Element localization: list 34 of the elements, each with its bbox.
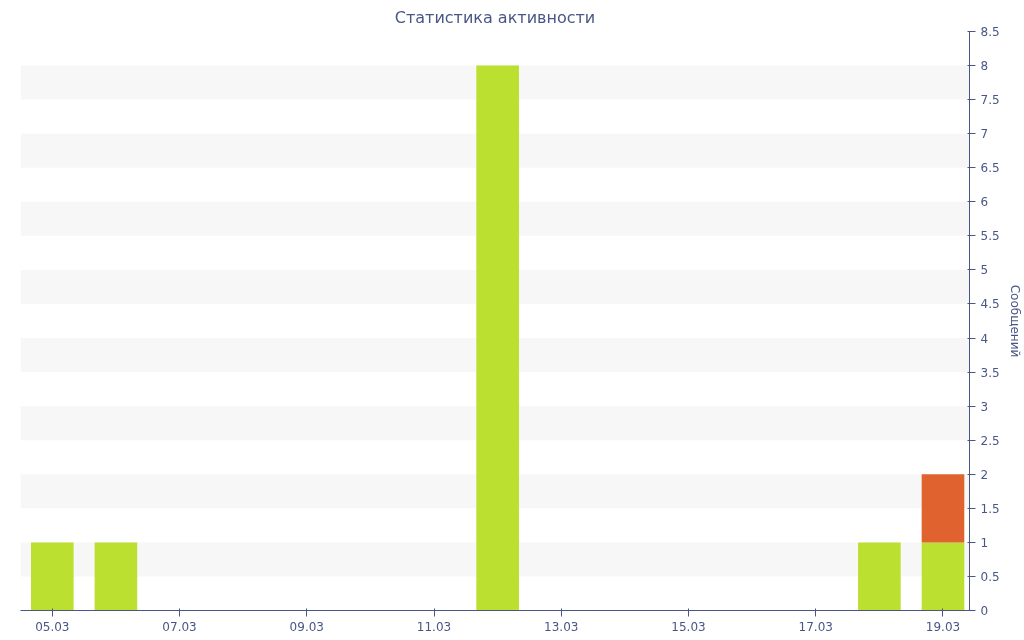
x-tick-label: 05.03 bbox=[35, 619, 70, 634]
bar bbox=[94, 542, 138, 611]
bar bbox=[31, 542, 74, 611]
y-tick-label: 5 bbox=[980, 263, 989, 278]
x-tick-label: 13.03 bbox=[544, 619, 579, 634]
y-tick-label: 5.5 bbox=[980, 229, 1000, 244]
bar bbox=[476, 65, 519, 611]
y-tick-label: 7 bbox=[980, 127, 989, 142]
chart-title: Статистика активности bbox=[394, 7, 596, 27]
y-tick-label: 1 bbox=[980, 535, 989, 550]
y-tick-label: 2 bbox=[980, 467, 989, 482]
bar bbox=[858, 542, 901, 611]
y-tick-label: 3.5 bbox=[980, 365, 1000, 380]
x-tick-label: 15.03 bbox=[671, 619, 706, 634]
y-tick-label: 4.5 bbox=[980, 297, 1000, 312]
y-tick-label: 0 bbox=[980, 604, 989, 618]
x-tick-label: 17.03 bbox=[798, 619, 833, 634]
y-tick-label: 6.5 bbox=[980, 161, 1000, 176]
y-tick-label: 0.5 bbox=[980, 569, 1000, 584]
y-tick-label: 2.5 bbox=[980, 433, 1000, 448]
y2-axis-title: Сообщений bbox=[1007, 284, 1022, 358]
y-tick-label: 4 bbox=[980, 331, 989, 346]
x-tick-label: 19.03 bbox=[925, 619, 961, 634]
y-tick-label: 6 bbox=[980, 195, 989, 210]
bar bbox=[921, 542, 965, 611]
x-tick-label: 07.03 bbox=[162, 619, 197, 634]
bar bbox=[921, 474, 965, 543]
x-tick-label: 09.03 bbox=[289, 619, 324, 634]
x-tick-label: 11.03 bbox=[416, 619, 452, 634]
y-tick-label: 8.5 bbox=[980, 25, 1000, 39]
y-tick-label: 1.5 bbox=[980, 501, 1000, 516]
y-tick-label: 3 bbox=[980, 399, 989, 414]
y-tick-label: 8 bbox=[980, 59, 989, 74]
y-tick-label: 7.5 bbox=[980, 93, 1000, 108]
